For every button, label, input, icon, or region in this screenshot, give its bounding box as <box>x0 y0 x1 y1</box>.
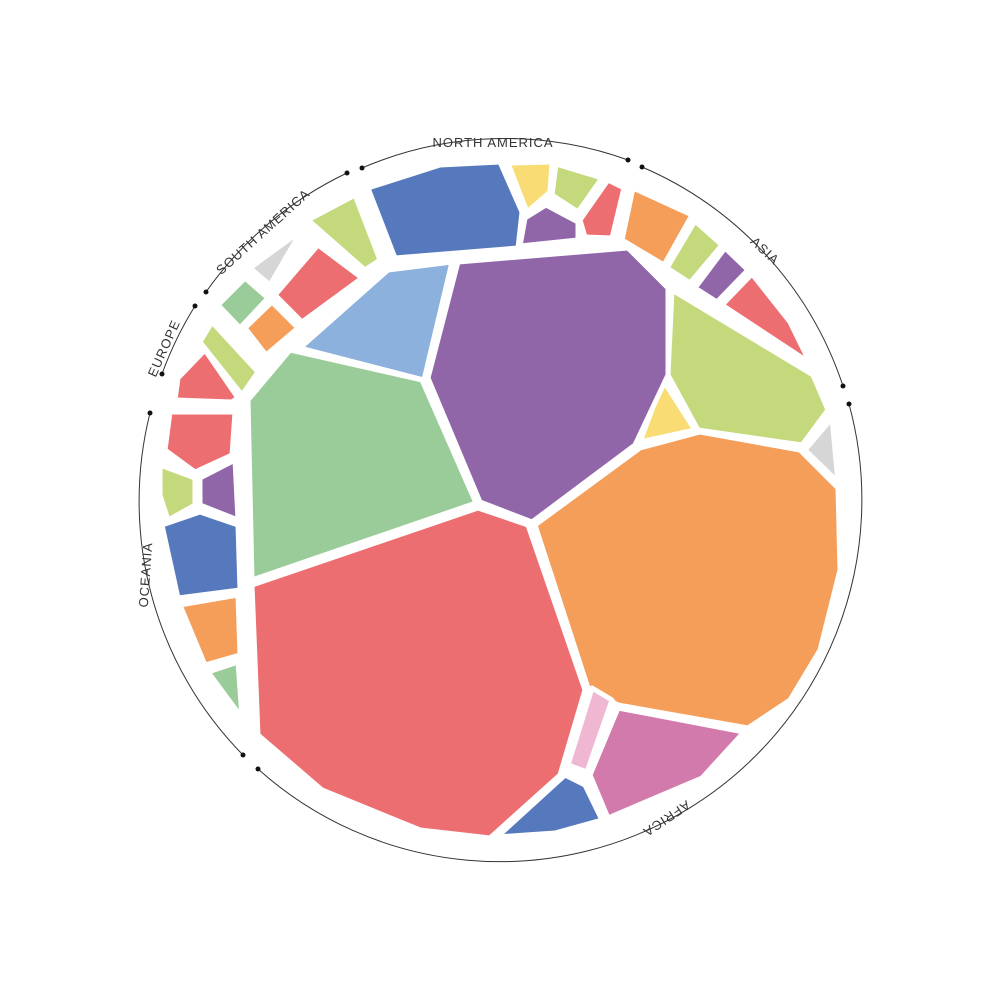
cell-north-america-1 <box>365 159 525 261</box>
ring-dot <box>344 170 350 176</box>
ring-dot <box>359 165 365 171</box>
cell-africa-8 <box>494 772 605 840</box>
cell-europe-1 <box>172 347 241 405</box>
cell-africa-1 <box>249 505 588 841</box>
cell-oceania-2 <box>197 457 241 523</box>
cell-oceania-5 <box>177 592 243 668</box>
cell-south-america-5 <box>242 299 301 358</box>
ring-arc-north-america <box>361 138 629 169</box>
cell-africa-3 <box>425 245 671 525</box>
cell-europe-2 <box>197 319 261 398</box>
ring-dot <box>625 157 631 163</box>
cells <box>157 159 843 841</box>
ring-arc-europe <box>161 305 196 375</box>
region-label-africa: AFRICA <box>640 798 693 840</box>
cell-oceania-4 <box>159 509 243 601</box>
ring-dot <box>240 752 246 758</box>
cell-asia-3 <box>692 245 751 305</box>
ring-dot <box>846 401 852 407</box>
cell-oceania-6 <box>205 659 245 721</box>
cell-oceania-1 <box>162 409 238 475</box>
ring-dot <box>639 164 645 170</box>
ring-arc-south-america <box>205 172 348 293</box>
cell-africa-6 <box>565 685 615 775</box>
cell-asia-1 <box>619 185 695 268</box>
region-label-north-america: NORTH AMERICA <box>432 135 553 150</box>
region-label-asia: ASIA <box>748 234 783 268</box>
cell-south-america-3 <box>272 242 365 325</box>
region-label-oceania: OCEANIA <box>136 541 156 607</box>
ring-arc-asia <box>641 166 844 387</box>
cell-north-america-5 <box>577 177 627 241</box>
ring-dot <box>840 383 846 389</box>
cell-asia-2 <box>664 218 725 286</box>
ring-arc-oceania <box>138 412 244 756</box>
cell-north-america-4 <box>517 202 581 249</box>
cell-south-america-2 <box>305 192 383 273</box>
cell-africa-4 <box>245 347 479 583</box>
cell-south-america-1 <box>247 227 305 288</box>
cell-asia-7 <box>802 415 841 485</box>
cell-asia-4 <box>719 271 813 366</box>
cell-africa-7 <box>587 705 747 821</box>
ring-dot <box>255 766 261 772</box>
cell-oceania-3 <box>157 462 198 523</box>
ring-dot <box>147 410 153 416</box>
cell-africa-5 <box>297 259 455 383</box>
ring-arc-africa <box>257 403 863 863</box>
region-ring <box>138 138 863 863</box>
cell-south-america-4 <box>215 275 271 331</box>
ring-dot <box>159 371 165 377</box>
ring-dot <box>192 303 198 309</box>
cell-north-america-3 <box>549 161 605 215</box>
ring-dot <box>203 289 209 295</box>
